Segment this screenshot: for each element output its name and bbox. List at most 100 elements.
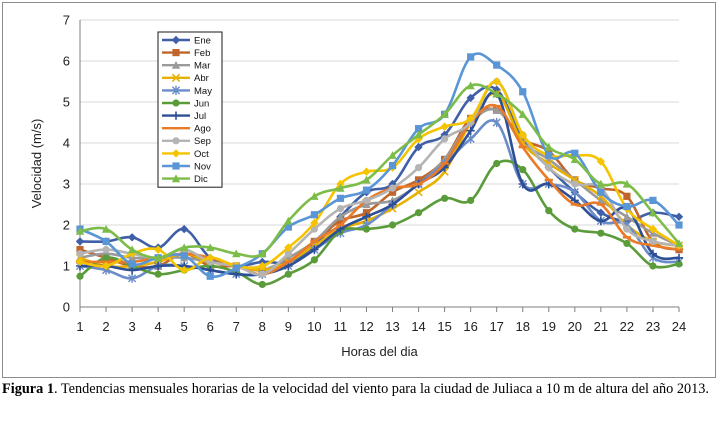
legend-swatch-marker <box>172 49 180 57</box>
x-tick-label: 9 <box>285 319 292 334</box>
data-point-oct <box>206 253 215 262</box>
legend-swatch-marker <box>172 137 180 145</box>
data-point-mar <box>492 106 501 114</box>
data-point-nov <box>597 188 605 196</box>
data-point-jun <box>649 262 657 270</box>
legend-label: Ene <box>194 35 211 46</box>
data-point-ene <box>414 142 423 152</box>
legend-swatch-marker <box>171 61 181 69</box>
data-point-ene <box>674 212 684 221</box>
x-tick-label: 2 <box>102 319 109 334</box>
x-tick-label: 6 <box>207 319 214 334</box>
legend-swatch-marker <box>171 35 181 45</box>
data-point-dic <box>101 224 111 233</box>
data-point-jun <box>441 194 449 202</box>
data-point-feb <box>336 217 345 225</box>
data-point-dic <box>232 249 241 258</box>
data-point-ago <box>310 240 319 243</box>
data-point-sep <box>336 205 345 213</box>
legend-item-jun: Jun <box>162 98 209 109</box>
x-tick-label: 8 <box>259 319 266 334</box>
data-point-dic <box>362 175 371 184</box>
x-tick-label: 17 <box>489 319 503 334</box>
legend-item-feb: Feb <box>162 48 210 59</box>
data-point-jun <box>597 229 605 237</box>
data-point-dic <box>622 179 632 188</box>
data-point-jun <box>519 166 527 174</box>
figure-caption: Figura 1. Tendencias mensuales horarias … <box>2 380 720 399</box>
legend-swatch-marker <box>171 73 181 82</box>
data-point-ago <box>284 260 293 264</box>
data-point-jul <box>388 200 397 209</box>
data-point-ene <box>75 237 85 246</box>
data-point-ene <box>596 208 606 217</box>
legend-item-ago: Ago <box>162 124 211 135</box>
data-point-dic <box>674 239 684 248</box>
y-tick-label: 7 <box>63 13 70 28</box>
x-tick-label: 22 <box>620 319 634 334</box>
data-point-dic <box>518 110 527 118</box>
y-tick-label: 0 <box>63 300 70 315</box>
data-point-ene <box>127 233 137 242</box>
data-point-oct <box>492 77 501 86</box>
data-point-ago <box>544 178 553 182</box>
x-tick-label: 5 <box>181 319 188 334</box>
data-point-dic <box>206 243 215 252</box>
data-point-dic <box>310 192 319 200</box>
data-point-feb <box>388 188 397 196</box>
data-point-jun <box>310 256 318 264</box>
data-point-nov <box>102 237 110 245</box>
data-point-jun <box>414 209 423 217</box>
data-point-abr <box>414 188 423 197</box>
data-point-oct <box>101 261 111 271</box>
legend-label: Nov <box>194 161 211 172</box>
data-point-jun <box>571 225 579 233</box>
legend-item-jul: Jul <box>162 111 206 122</box>
data-point-dic <box>388 151 397 159</box>
x-tick-label: 3 <box>128 319 135 334</box>
y-tick-label: 3 <box>63 177 70 192</box>
legend-swatch-marker <box>171 111 181 120</box>
x-tick-label: 19 <box>542 319 556 334</box>
data-point-jun <box>388 221 397 229</box>
data-point-jul <box>596 216 605 225</box>
y-tick-label: 4 <box>63 136 70 151</box>
data-point-nov <box>232 264 240 272</box>
legend-label: Dic <box>194 174 208 185</box>
legend-swatch-marker <box>172 162 180 170</box>
data-point-jun <box>675 260 683 268</box>
x-tick-label: 18 <box>516 319 530 334</box>
data-point-feb <box>623 192 631 200</box>
data-point-ago <box>622 236 632 239</box>
data-point-ago <box>570 203 579 206</box>
data-point-jul <box>674 253 684 262</box>
data-point-may <box>127 273 137 283</box>
data-point-ago <box>492 104 501 108</box>
legend-item-ene: Ene <box>162 35 211 46</box>
data-point-jun <box>467 196 475 204</box>
x-tick-label: 16 <box>463 319 477 334</box>
data-point-jul <box>154 261 163 271</box>
legend-swatch-marker <box>172 99 180 107</box>
x-tick-label: 11 <box>334 319 348 334</box>
caption-text: . Tendencias mensuales horarias de la ve… <box>54 381 709 397</box>
data-point-jun <box>76 272 84 280</box>
legend-swatch-marker <box>171 149 181 158</box>
legend-item-oct: Oct <box>162 149 209 160</box>
x-tick-label: 10 <box>307 319 321 334</box>
data-point-oct <box>310 218 319 228</box>
legend-label: Abr <box>194 73 209 84</box>
legend-item-mar: Mar <box>162 61 210 72</box>
x-tick-label: 1 <box>76 319 83 334</box>
data-point-dic <box>75 226 85 235</box>
legend-label: Jul <box>194 111 206 122</box>
data-point-dic <box>544 142 553 151</box>
caption-label: Figura 1 <box>2 381 55 397</box>
data-point-sep <box>623 225 631 233</box>
x-tick-label: 21 <box>594 319 608 334</box>
data-point-jul <box>310 245 319 254</box>
data-point-oct <box>518 130 527 139</box>
x-tick-label: 15 <box>437 319 451 334</box>
data-point-nov <box>414 125 423 133</box>
